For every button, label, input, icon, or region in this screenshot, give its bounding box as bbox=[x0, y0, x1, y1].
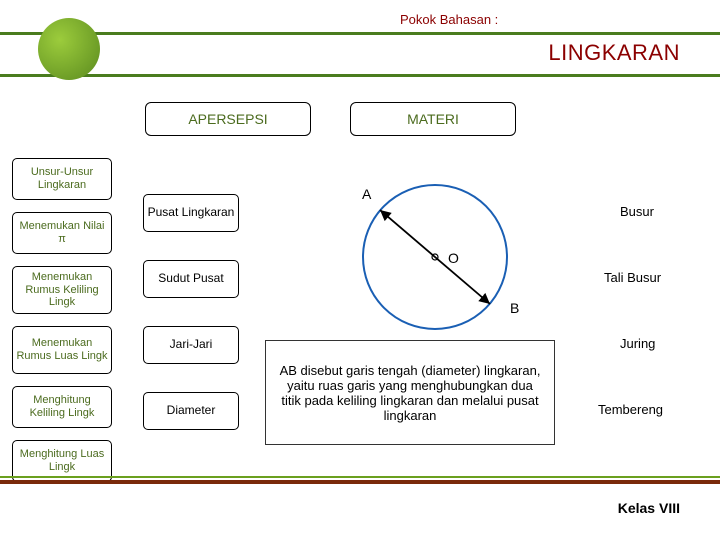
pokok-bahasan-label: Pokok Bahasan : bbox=[400, 12, 498, 27]
btn-jari-jari[interactable]: Jari-Jari bbox=[143, 326, 239, 364]
btn-pusat-lingkaran[interactable]: Pusat Lingkaran bbox=[143, 194, 239, 232]
point-b-label: B bbox=[510, 300, 519, 316]
kelas-label: Kelas VIII bbox=[618, 500, 680, 516]
footer-rule-green bbox=[0, 476, 720, 478]
description-text: AB disebut garis tengah (diameter) lingk… bbox=[276, 363, 544, 423]
tab-apersepsi[interactable]: APERSEPSI bbox=[145, 102, 311, 136]
sidebar-item-unsur[interactable]: Unsur-Unsur Lingkaran bbox=[12, 158, 112, 200]
btn-sudut-pusat[interactable]: Sudut Pusat bbox=[143, 260, 239, 298]
center-btn-label: Jari-Jari bbox=[170, 338, 213, 352]
center-btn-label: Sudut Pusat bbox=[158, 272, 223, 286]
point-a-label: A bbox=[362, 186, 371, 202]
sidebar-item-rumus-luas[interactable]: Menemukan Rumus Luas Lingk bbox=[12, 326, 112, 374]
tab-materi-label: MATERI bbox=[407, 111, 459, 127]
point-o-label: O bbox=[448, 250, 459, 266]
footer-rule-brown bbox=[0, 480, 720, 484]
center-btn-label: Diameter bbox=[167, 404, 216, 418]
tab-apersepsi-label: APERSEPSI bbox=[188, 111, 267, 127]
sidebar-item-nilai-pi[interactable]: Menemukan Nilai π bbox=[12, 212, 112, 254]
sidebar-label: Menemukan Nilai π bbox=[15, 220, 109, 245]
sidebar-label: Menghitung Keliling Lingk bbox=[15, 394, 109, 419]
label-busur: Busur bbox=[620, 204, 654, 219]
sidebar-label: Menghitung Luas Lingk bbox=[15, 448, 109, 473]
label-tali-busur: Tali Busur bbox=[604, 270, 661, 285]
sidebar-item-rumus-keliling[interactable]: Menemukan Rumus Keliling Lingk bbox=[12, 266, 112, 314]
center-btn-label: Pusat Lingkaran bbox=[148, 206, 235, 220]
header-rule-1 bbox=[0, 32, 720, 35]
btn-diameter[interactable]: Diameter bbox=[143, 392, 239, 430]
logo-icon bbox=[38, 18, 100, 80]
circle-diagram bbox=[345, 175, 525, 345]
label-tembereng: Tembereng bbox=[598, 402, 663, 417]
header-rule-2 bbox=[0, 74, 720, 77]
page-title: LINGKARAN bbox=[548, 40, 680, 66]
tab-materi[interactable]: MATERI bbox=[350, 102, 516, 136]
sidebar-label: Menemukan Rumus Keliling Lingk bbox=[15, 271, 109, 309]
sidebar-item-hitung-keliling[interactable]: Menghitung Keliling Lingk bbox=[12, 386, 112, 428]
sidebar-label: Unsur-Unsur Lingkaran bbox=[15, 166, 109, 191]
description-box: AB disebut garis tengah (diameter) lingk… bbox=[265, 340, 555, 445]
diameter-line bbox=[380, 210, 490, 304]
label-juring: Juring bbox=[620, 336, 655, 351]
sidebar-label: Menemukan Rumus Luas Lingk bbox=[15, 337, 109, 362]
